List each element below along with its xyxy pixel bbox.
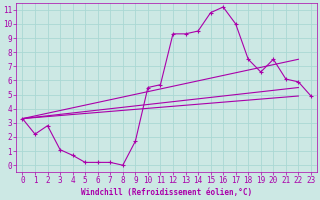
X-axis label: Windchill (Refroidissement éolien,°C): Windchill (Refroidissement éolien,°C) <box>81 188 252 197</box>
